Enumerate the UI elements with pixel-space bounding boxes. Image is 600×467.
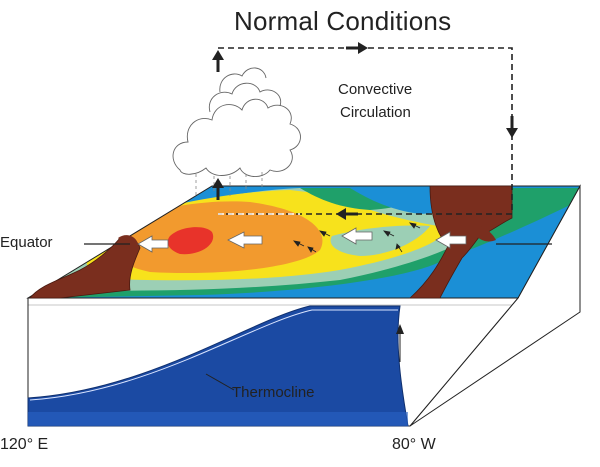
equator-label: Equator	[0, 234, 53, 251]
diagram-title: Normal Conditions	[234, 6, 452, 36]
thermocline-label: Thermocline	[232, 384, 315, 401]
west-longitude-label: 120° E	[0, 436, 49, 453]
circulation-label-line2: Circulation	[340, 104, 411, 121]
circulation-label-line1: Convective	[338, 81, 413, 98]
convective-cloud	[172, 67, 301, 177]
east-longitude-label: 80° W	[392, 436, 436, 453]
thermocline-layer	[27, 305, 409, 427]
trade-wind-arrows	[137, 227, 467, 253]
current-arrows	[293, 222, 421, 253]
convective-circulation-loop	[212, 42, 518, 220]
thermocline-line	[29, 309, 398, 401]
